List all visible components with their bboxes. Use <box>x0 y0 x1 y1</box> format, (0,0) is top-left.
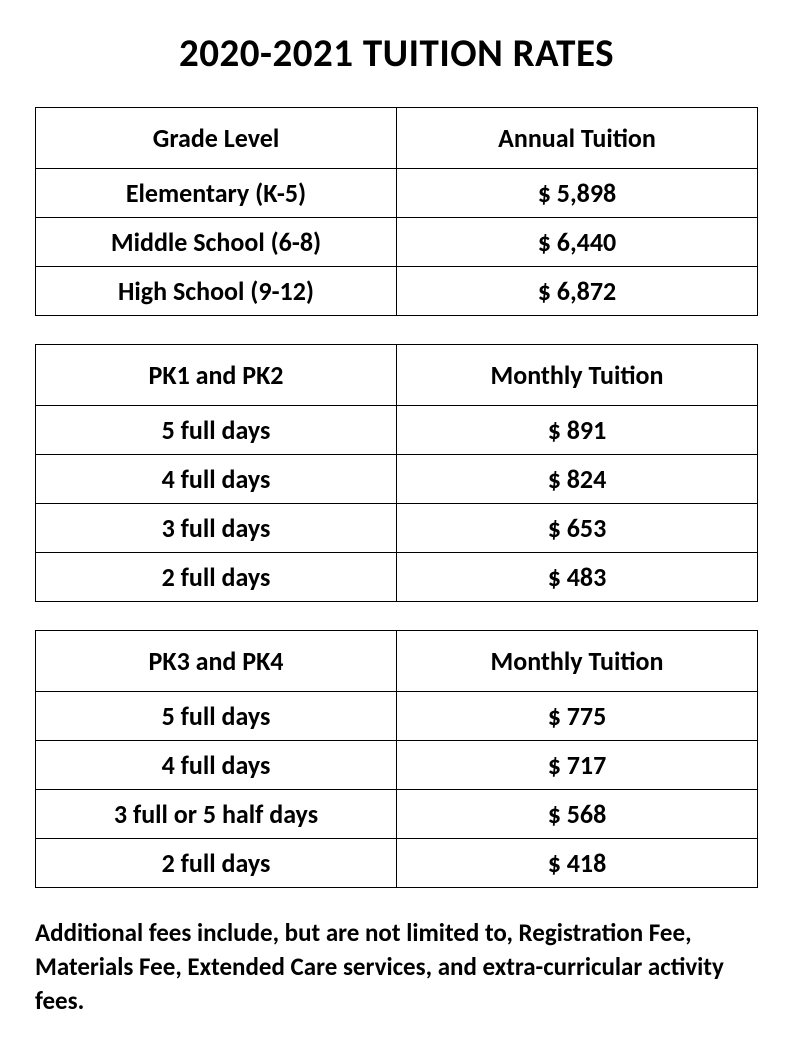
days-label: 3 full or 5 half days <box>36 790 397 839</box>
grade-label: High School (9-12) <box>36 267 397 316</box>
grade-label: Elementary (K-5) <box>36 169 397 218</box>
table-row: 3 full or 5 half days $ 568 <box>36 790 758 839</box>
tuition-value: $ 824 <box>397 455 758 504</box>
table-row: 5 full days $ 775 <box>36 692 758 741</box>
tuition-table-pk1-pk2: PK1 and PK2 Monthly Tuition 5 full days … <box>35 344 758 602</box>
table-row: 4 full days $ 824 <box>36 455 758 504</box>
table-header-row: Grade Level Annual Tuition <box>36 108 758 169</box>
days-label: 4 full days <box>36 455 397 504</box>
header-pk3-pk4: PK3 and PK4 <box>36 631 397 692</box>
tuition-table-grade-level: Grade Level Annual Tuition Elementary (K… <box>35 107 758 316</box>
tuition-value: $ 891 <box>397 406 758 455</box>
table-row: 2 full days $ 483 <box>36 553 758 602</box>
table-row: High School (9-12) $ 6,872 <box>36 267 758 316</box>
table-row: 2 full days $ 418 <box>36 839 758 888</box>
tuition-value: $ 653 <box>397 504 758 553</box>
table-row: Elementary (K-5) $ 5,898 <box>36 169 758 218</box>
header-grade-level: Grade Level <box>36 108 397 169</box>
days-label: 2 full days <box>36 553 397 602</box>
tuition-value: $ 775 <box>397 692 758 741</box>
days-label: 4 full days <box>36 741 397 790</box>
header-monthly-tuition: Monthly Tuition <box>397 345 758 406</box>
days-label: 5 full days <box>36 692 397 741</box>
header-pk1-pk2: PK1 and PK2 <box>36 345 397 406</box>
table-row: 4 full days $ 717 <box>36 741 758 790</box>
tuition-value: $ 5,898 <box>397 169 758 218</box>
table-header-row: PK3 and PK4 Monthly Tuition <box>36 631 758 692</box>
tuition-value: $ 418 <box>397 839 758 888</box>
table-row: 5 full days $ 891 <box>36 406 758 455</box>
table-header-row: PK1 and PK2 Monthly Tuition <box>36 345 758 406</box>
table-row: 3 full days $ 653 <box>36 504 758 553</box>
days-label: 3 full days <box>36 504 397 553</box>
grade-label: Middle School (6-8) <box>36 218 397 267</box>
tuition-value: $ 6,872 <box>397 267 758 316</box>
tuition-value: $ 483 <box>397 553 758 602</box>
additional-fees-note: Additional fees include, but are not lim… <box>35 916 758 1017</box>
tuition-value: $ 6,440 <box>397 218 758 267</box>
tuition-table-pk3-pk4: PK3 and PK4 Monthly Tuition 5 full days … <box>35 630 758 888</box>
tuition-value: $ 717 <box>397 741 758 790</box>
page-title: 2020-2021 TUITION RATES <box>35 30 758 77</box>
header-annual-tuition: Annual Tuition <box>397 108 758 169</box>
header-monthly-tuition: Monthly Tuition <box>397 631 758 692</box>
days-label: 5 full days <box>36 406 397 455</box>
table-row: Middle School (6-8) $ 6,440 <box>36 218 758 267</box>
tuition-value: $ 568 <box>397 790 758 839</box>
days-label: 2 full days <box>36 839 397 888</box>
